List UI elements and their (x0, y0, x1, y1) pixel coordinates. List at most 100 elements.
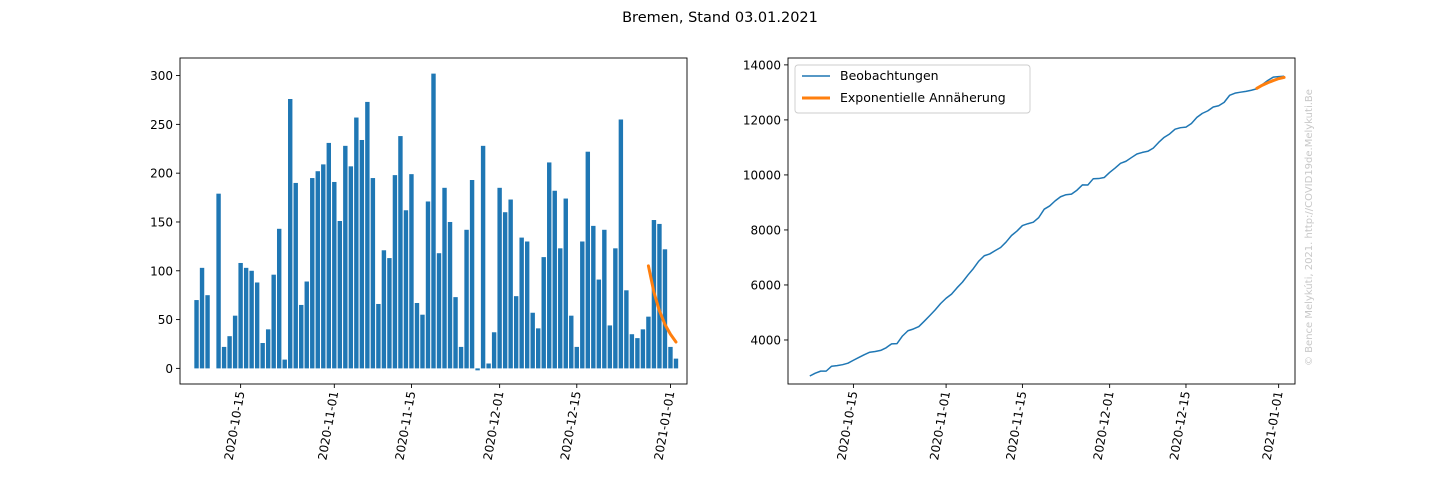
daily-bar (343, 145, 348, 369)
daily-bar (265, 329, 271, 369)
right-x-tick-label: 2020-11-15 (1003, 390, 1029, 461)
right-y-tick-label: 14000 (743, 58, 781, 72)
daily-bar (221, 346, 227, 369)
figure-title: Bremen, Stand 03.01.2021 (622, 10, 818, 26)
right-y-tick-label: 6000 (750, 278, 781, 292)
left-y-tick-label: 100 (150, 264, 173, 278)
daily-bar (596, 279, 602, 369)
daily-bar (602, 229, 607, 369)
left-y-tick-label: 300 (150, 69, 173, 83)
daily-bar (618, 119, 624, 369)
daily-bar (580, 241, 585, 369)
daily-bar (513, 296, 519, 369)
legend-label-fit: Exponentielle Annäherung (840, 90, 1006, 105)
daily-bar (243, 267, 249, 369)
daily-bar (469, 180, 475, 369)
daily-bar (486, 363, 491, 369)
daily-bar (574, 346, 579, 369)
daily-bar (227, 336, 232, 369)
right-plot-frame (787, 57, 1296, 385)
daily-bar (530, 312, 535, 369)
left-x-axis: 2020-10-15 2020-11-01 2020-11-15 2020-12-01… (222, 384, 678, 461)
daily-bar (591, 225, 596, 369)
daily-bar (475, 368, 480, 371)
left-y-axis: 0 50 100 150 200 250 300 (150, 69, 180, 376)
daily-bar (635, 338, 640, 369)
daily-bar (359, 139, 365, 369)
daily-bar (387, 258, 392, 369)
left-y-tick-label: 250 (150, 118, 173, 132)
daily-bar (508, 199, 513, 369)
daily-bar (563, 198, 568, 369)
legend: Beobachtungen Exponentielle Annäherung (794, 64, 1031, 114)
daily-bar (260, 343, 265, 369)
daily-bar (519, 237, 524, 369)
daily-bar (453, 297, 458, 369)
right-x-tick-label: 2020-12-01 (1091, 390, 1117, 461)
daily-bar (624, 290, 629, 369)
daily-bar (502, 212, 508, 369)
daily-bar (447, 221, 453, 369)
daily-bar (348, 166, 354, 369)
daily-bar (464, 229, 469, 369)
daily-bar (409, 174, 414, 369)
daily-bar (293, 182, 298, 369)
daily-bar (276, 228, 282, 369)
right-series (809, 75, 1286, 377)
daily-bar (271, 274, 276, 369)
left-y-tick-label: 0 (165, 362, 173, 376)
daily-bar (194, 300, 199, 369)
left-y-tick-label: 50 (158, 313, 173, 327)
daily-bar (365, 101, 370, 369)
daily-bars (194, 73, 679, 371)
right-x-tick-label: 2020-11-01 (927, 390, 953, 461)
daily-bar (585, 151, 591, 369)
daily-bar (238, 262, 243, 369)
daily-bar (497, 187, 502, 369)
left-fit-curve (646, 264, 678, 344)
left-y-tick-label: 150 (150, 215, 173, 229)
right-y-tick-label: 4000 (750, 333, 781, 347)
daily-bar (254, 282, 260, 369)
observed-line (809, 75, 1285, 377)
right-y-tick-label: 12000 (743, 113, 781, 127)
daily-bar (442, 187, 447, 369)
daily-bar (249, 270, 254, 369)
right-x-tick-label: 2021-01-01 (1260, 390, 1286, 461)
daily-bar (552, 190, 557, 369)
daily-bar (558, 248, 563, 369)
daily-bar (288, 98, 293, 369)
daily-bar (282, 359, 287, 369)
daily-bar (425, 201, 431, 369)
daily-bar (541, 257, 546, 369)
daily-bar (216, 193, 221, 369)
daily-bar (646, 316, 651, 369)
daily-bar (414, 302, 420, 369)
daily-bar (354, 117, 359, 369)
daily-bar (662, 249, 668, 369)
daily-bar (436, 253, 442, 369)
left-x-tick-label: 2020-12-01 (481, 390, 507, 461)
daily-bar (232, 315, 238, 369)
legend-label-observed: Beobachtungen (840, 68, 939, 83)
daily-bar (536, 328, 541, 369)
left-y-tick-label: 200 (150, 167, 173, 181)
daily-bar (657, 223, 662, 369)
right-x-tick-label: 2020-12-15 (1167, 390, 1193, 461)
daily-bar (370, 178, 376, 369)
left-x-tick-label: 2021-01-01 (652, 390, 678, 461)
daily-bar (398, 136, 403, 369)
daily-bar (480, 145, 486, 369)
left-x-tick-label: 2020-11-15 (393, 390, 419, 461)
daily-bar (431, 73, 436, 369)
daily-bar (332, 181, 337, 369)
daily-bar (569, 315, 574, 369)
left-fit-line (646, 264, 678, 344)
daily-bar (205, 295, 210, 369)
daily-bar (199, 267, 205, 369)
daily-bar (458, 346, 464, 369)
right-x-axis: 2020-10-15 2020-11-01 2020-11-15 2020-12-01… (834, 384, 1286, 461)
daily-bar (392, 175, 398, 369)
right-x-tick-label: 2020-10-15 (834, 390, 860, 461)
